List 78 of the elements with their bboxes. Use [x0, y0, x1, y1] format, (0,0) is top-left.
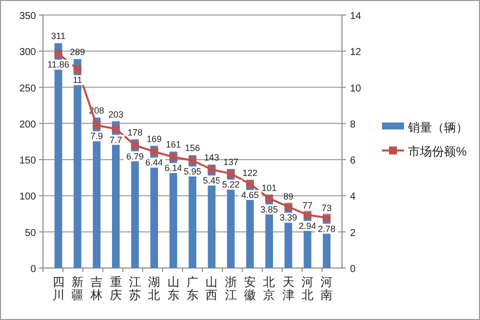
point — [169, 153, 178, 162]
point — [226, 170, 235, 178]
data-label: 161 — [166, 140, 181, 150]
data-label: 137 — [223, 156, 238, 167]
point — [150, 148, 158, 156]
x-tick-label: 山西 — [206, 275, 218, 302]
data-label: 203 — [108, 109, 124, 120]
point — [304, 210, 312, 219]
data-label: 5.95 — [184, 166, 202, 176]
point — [92, 121, 101, 130]
y-tick-label: 350 — [19, 11, 36, 22]
point — [74, 65, 82, 74]
data-label: 7.9 — [90, 131, 103, 142]
x-tick-label: 江苏 — [129, 275, 141, 302]
bar — [74, 59, 82, 268]
data-label: 178 — [127, 127, 143, 138]
point — [246, 180, 254, 188]
legend-label: 市场份额% — [408, 144, 467, 158]
data-label: 11.86 — [47, 60, 70, 70]
data-label: 6.79 — [126, 151, 144, 162]
x-tick-label: 北京 — [263, 275, 276, 302]
data-label: 2.78 — [318, 224, 336, 234]
x-tick-label: 吉林 — [90, 275, 103, 302]
point — [112, 124, 120, 133]
x-tick-label: 浙江 — [224, 275, 237, 302]
data-label: 169 — [146, 134, 162, 144]
data-label: 311 — [51, 31, 66, 42]
y-tick-label: 200 — [19, 119, 36, 130]
data-label: 6.14 — [164, 163, 182, 174]
x-tick-label: 河南 — [320, 275, 333, 302]
point — [265, 194, 274, 202]
y2-tick-label: 4 — [350, 192, 356, 203]
data-label: 11 — [72, 75, 82, 86]
x-tick-label: 湖北 — [148, 275, 160, 302]
data-label: 143 — [204, 152, 220, 163]
data-label: 2.94 — [298, 220, 316, 231]
y-tick-label: 300 — [19, 47, 36, 58]
y2-tick-label: 0 — [350, 264, 356, 275]
data-label: 89 — [283, 192, 294, 202]
point — [131, 141, 139, 150]
data-label: 73 — [322, 203, 332, 214]
x-tick-label: 四川 — [52, 275, 64, 302]
y-tick-label: 50 — [24, 228, 36, 239]
data-label: 3.39 — [280, 212, 298, 223]
point — [54, 50, 62, 58]
data-label: 77 — [302, 200, 313, 210]
point — [322, 214, 331, 222]
x-tick-label: 广东 — [186, 275, 198, 302]
y2-tick-label: 6 — [350, 156, 356, 167]
y2-tick-label: 12 — [350, 47, 362, 58]
data-label: 122 — [242, 168, 258, 178]
point — [284, 202, 292, 211]
y-tick-label: 150 — [19, 156, 36, 167]
y2-tick-label: 8 — [350, 119, 356, 130]
x-tick-label: 山东 — [167, 275, 180, 302]
data-label: 7.7 — [110, 134, 122, 145]
y-tick-label: 250 — [19, 83, 36, 94]
data-label: 4.65 — [241, 190, 259, 200]
point — [188, 156, 196, 164]
x-tick-label: 安徽 — [244, 275, 256, 302]
data-label: 3.85 — [260, 204, 278, 214]
y2-tick-label: 10 — [350, 83, 362, 94]
x-tick-label: 天津 — [282, 275, 294, 302]
y2-tick-label: 2 — [350, 228, 356, 239]
point — [208, 166, 216, 174]
data-label: 6.44 — [145, 158, 163, 168]
data-label: 5.22 — [222, 180, 240, 190]
data-label: 156 — [184, 143, 200, 154]
x-tick-label: 重庆 — [110, 275, 122, 302]
data-label: 289 — [70, 47, 86, 58]
data-label: 101 — [262, 182, 277, 193]
x-tick-label: 河北 — [302, 275, 314, 302]
legend-label: 销量（辆） — [407, 120, 468, 134]
y-tick-label: 100 — [19, 192, 36, 203]
y-tick-label: 0 — [30, 264, 36, 275]
x-tick-label: 新疆 — [72, 275, 84, 302]
data-label: 5.45 — [202, 176, 220, 186]
y2-tick-label: 14 — [350, 11, 362, 22]
